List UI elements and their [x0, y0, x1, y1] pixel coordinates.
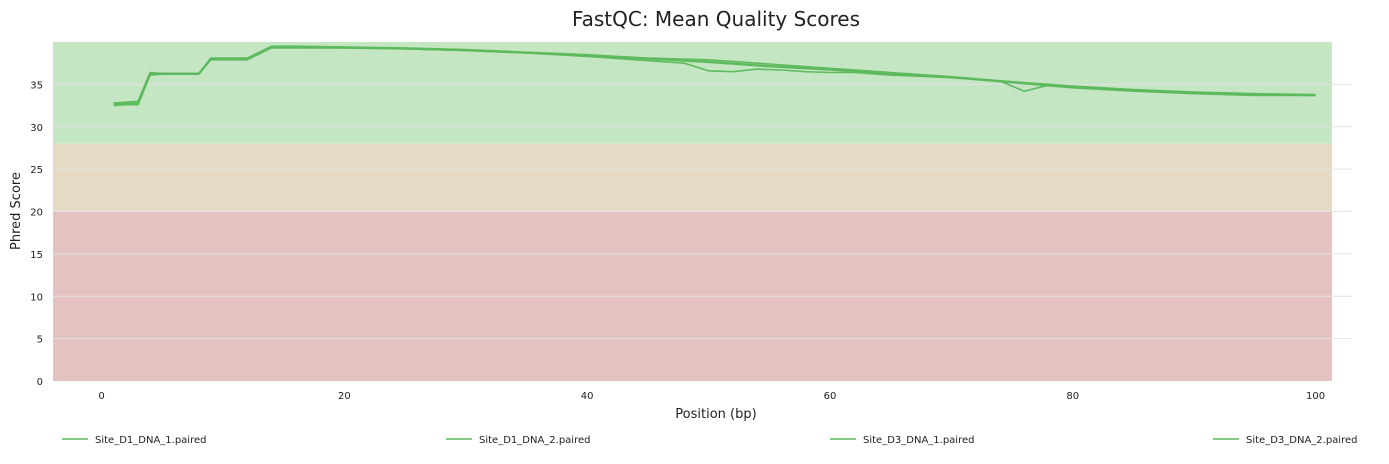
x-tick-label: 0: [98, 391, 104, 402]
legend-item[interactable]: Site_D1_DNA_2.paired: [446, 435, 590, 446]
x-axis-label: Position (bp): [675, 407, 756, 422]
y-tick-label: 10: [30, 292, 43, 303]
legend-item[interactable]: Site_D3_DNA_2.paired: [1213, 435, 1357, 446]
x-tick-label: 60: [824, 391, 837, 402]
legend-label: Site_D3_DNA_2.paired: [1246, 435, 1357, 446]
x-tick-label: 20: [338, 391, 351, 402]
grid-lines: [53, 83, 1352, 340]
quality-band-0: [53, 42, 1332, 144]
y-tick-label: 5: [37, 335, 43, 346]
chart-title: FastQC: Mean Quality Scores: [572, 7, 860, 31]
legend: Site_D1_DNA_1.paired Site_D1_DNA_2.paired…: [62, 435, 1357, 446]
quality-band-1: [53, 143, 1332, 212]
y-tick-label: 15: [30, 250, 43, 261]
y-tick-label: 30: [30, 123, 43, 134]
x-tick-label: 40: [581, 391, 594, 402]
x-tick-label: 80: [1066, 391, 1079, 402]
y-axis-ticks: 0 5 10 15 20 25 30 35: [30, 80, 43, 388]
legend-item[interactable]: Site_D3_DNA_1.paired: [830, 435, 974, 446]
legend-label: Site_D3_DNA_1.paired: [863, 435, 974, 446]
legend-label: Site_D1_DNA_2.paired: [479, 435, 590, 446]
x-axis-ticks: 0 20 40 60 80 100: [98, 391, 1325, 402]
legend-item[interactable]: Site_D1_DNA_1.paired: [62, 435, 206, 446]
y-tick-label: 35: [30, 80, 43, 91]
y-tick-label: 25: [30, 165, 43, 176]
x-tick-label: 100: [1306, 391, 1325, 402]
y-tick-label: 20: [30, 208, 43, 219]
legend-label: Site_D1_DNA_1.paired: [95, 435, 206, 446]
series-lines: [113, 45, 1316, 107]
y-axis-label: Phred Score: [9, 172, 24, 250]
series-line-4: [113, 46, 1316, 106]
y-tick-label: 0: [37, 377, 43, 388]
